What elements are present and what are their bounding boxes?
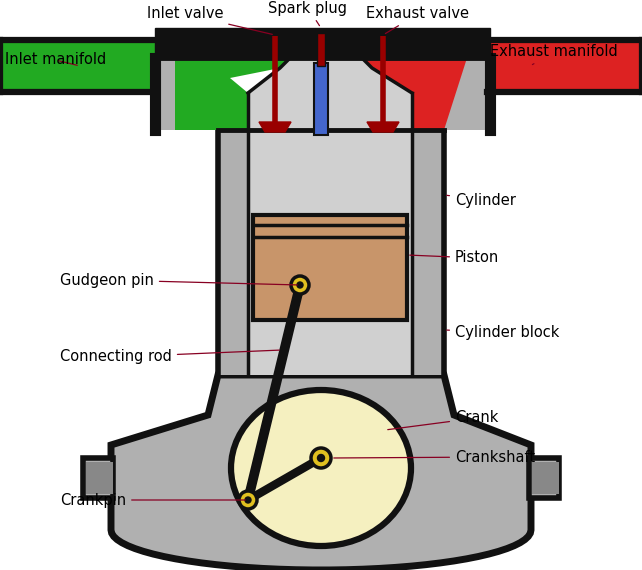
Ellipse shape (231, 390, 411, 546)
Circle shape (239, 491, 257, 509)
Circle shape (297, 282, 303, 288)
Text: Crankshaft: Crankshaft (334, 450, 535, 465)
Text: Piston: Piston (410, 250, 499, 266)
Polygon shape (159, 58, 218, 130)
Polygon shape (218, 130, 248, 375)
Polygon shape (111, 375, 531, 570)
Text: Inlet valve: Inlet valve (147, 6, 272, 34)
Text: Crankpin: Crankpin (60, 492, 245, 507)
Polygon shape (314, 63, 328, 135)
Text: Exhaust manifold: Exhaust manifold (490, 44, 618, 64)
Polygon shape (155, 58, 290, 130)
Polygon shape (86, 462, 113, 494)
Polygon shape (83, 458, 113, 498)
Polygon shape (0, 40, 230, 95)
Polygon shape (259, 122, 291, 132)
Text: Gudgeon pin: Gudgeon pin (60, 272, 297, 287)
Text: Exhaust valve: Exhaust valve (367, 6, 469, 34)
Polygon shape (352, 58, 490, 130)
Circle shape (311, 448, 331, 468)
Polygon shape (412, 130, 444, 375)
Polygon shape (248, 58, 412, 130)
Polygon shape (367, 122, 399, 132)
Text: Cylinder block: Cylinder block (447, 324, 559, 340)
Text: Cylinder: Cylinder (447, 193, 516, 207)
Text: Spark plug: Spark plug (268, 1, 347, 26)
Polygon shape (253, 215, 407, 320)
Polygon shape (248, 130, 412, 375)
Polygon shape (444, 58, 486, 130)
Circle shape (245, 497, 251, 503)
Text: mechpolic.com: mechpolic.com (250, 388, 429, 412)
Polygon shape (532, 462, 559, 494)
Polygon shape (317, 33, 325, 66)
Text: Inlet manifold: Inlet manifold (5, 52, 106, 67)
Circle shape (291, 276, 309, 294)
Circle shape (318, 454, 324, 462)
Polygon shape (410, 40, 642, 95)
Text: Crank: Crank (388, 410, 498, 430)
Polygon shape (155, 28, 490, 58)
Text: Connecting rod: Connecting rod (60, 349, 279, 364)
Polygon shape (529, 458, 559, 498)
